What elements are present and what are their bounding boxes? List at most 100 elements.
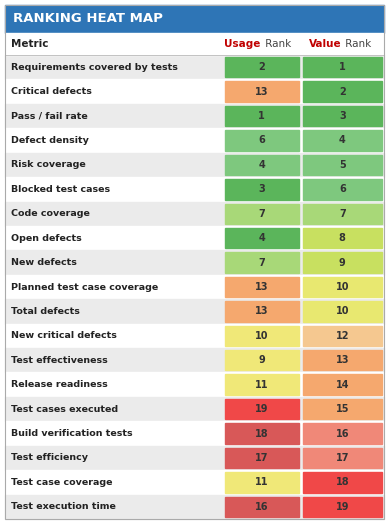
Text: Risk coverage: Risk coverage: [11, 160, 86, 169]
Bar: [225, 277, 299, 297]
Bar: [303, 155, 382, 175]
Text: 4: 4: [258, 160, 265, 170]
Bar: [303, 447, 382, 468]
Text: 14: 14: [336, 380, 349, 390]
Bar: [5, 446, 384, 470]
Text: Planned test case coverage: Planned test case coverage: [11, 282, 158, 291]
Bar: [225, 106, 299, 126]
Bar: [225, 57, 299, 78]
Text: 11: 11: [255, 477, 268, 487]
Text: 19: 19: [336, 502, 349, 512]
Text: 4: 4: [258, 233, 265, 243]
Text: 13: 13: [255, 307, 268, 316]
Bar: [225, 399, 299, 419]
Bar: [303, 325, 382, 346]
Bar: [225, 155, 299, 175]
Bar: [5, 177, 384, 202]
Bar: [303, 375, 382, 395]
Text: 9: 9: [339, 258, 346, 268]
Text: New critical defects: New critical defects: [11, 331, 117, 341]
Text: 6: 6: [258, 136, 265, 146]
Text: Metric: Metric: [11, 39, 49, 49]
Bar: [303, 253, 382, 273]
Text: 1: 1: [339, 62, 346, 72]
Text: 9: 9: [258, 355, 265, 365]
Bar: [303, 81, 382, 102]
Bar: [5, 5, 384, 33]
Bar: [303, 497, 382, 517]
Bar: [303, 472, 382, 493]
Text: 11: 11: [255, 380, 268, 390]
Text: 10: 10: [336, 282, 349, 292]
Bar: [225, 130, 299, 151]
Text: Test execution time: Test execution time: [11, 503, 116, 511]
Text: 3: 3: [258, 184, 265, 194]
Text: 12: 12: [336, 331, 349, 341]
Bar: [303, 130, 382, 151]
Bar: [5, 80, 384, 104]
Text: 7: 7: [339, 209, 346, 219]
Bar: [5, 421, 384, 446]
Bar: [303, 203, 382, 224]
Text: Build verification tests: Build verification tests: [11, 429, 133, 438]
Text: 4: 4: [339, 136, 346, 146]
Text: RANKING HEAT MAP: RANKING HEAT MAP: [13, 13, 163, 26]
Bar: [225, 375, 299, 395]
Text: Usage: Usage: [224, 39, 261, 49]
Text: 1: 1: [258, 111, 265, 121]
Text: 13: 13: [255, 86, 268, 96]
Text: 5: 5: [339, 160, 346, 170]
Bar: [5, 104, 384, 128]
Text: 10: 10: [255, 331, 268, 341]
Text: Critical defects: Critical defects: [11, 87, 92, 96]
Bar: [5, 397, 384, 421]
Bar: [225, 325, 299, 346]
Bar: [5, 299, 384, 324]
Bar: [5, 495, 384, 519]
Text: 6: 6: [339, 184, 346, 194]
Text: 3: 3: [339, 111, 346, 121]
Bar: [303, 277, 382, 297]
Bar: [5, 128, 384, 152]
Text: 2: 2: [258, 62, 265, 72]
Text: 16: 16: [336, 429, 349, 439]
Bar: [225, 423, 299, 444]
Bar: [5, 55, 384, 80]
Text: Test case coverage: Test case coverage: [11, 478, 112, 487]
Text: Value: Value: [309, 39, 341, 49]
Bar: [5, 152, 384, 177]
Text: Requirements covered by tests: Requirements covered by tests: [11, 63, 178, 72]
Bar: [303, 228, 382, 248]
Bar: [225, 472, 299, 493]
Text: Total defects: Total defects: [11, 307, 80, 316]
Bar: [303, 423, 382, 444]
Bar: [5, 373, 384, 397]
Text: 13: 13: [255, 282, 268, 292]
Bar: [5, 33, 384, 55]
Text: 17: 17: [255, 453, 268, 463]
Text: 16: 16: [255, 502, 268, 512]
Bar: [5, 275, 384, 299]
Text: 7: 7: [258, 209, 265, 219]
Bar: [5, 324, 384, 348]
Bar: [225, 228, 299, 248]
Text: 13: 13: [336, 355, 349, 365]
Bar: [225, 253, 299, 273]
Text: Test cases executed: Test cases executed: [11, 405, 118, 413]
Text: Blocked test cases: Blocked test cases: [11, 185, 110, 194]
Text: Test effectiveness: Test effectiveness: [11, 356, 108, 365]
Bar: [225, 447, 299, 468]
Text: 8: 8: [339, 233, 346, 243]
Text: 7: 7: [258, 258, 265, 268]
Bar: [5, 202, 384, 226]
Text: 10: 10: [336, 307, 349, 316]
Text: Defect density: Defect density: [11, 136, 89, 145]
Text: Open defects: Open defects: [11, 234, 82, 243]
Text: 18: 18: [335, 477, 349, 487]
Text: Pass / fail rate: Pass / fail rate: [11, 112, 88, 121]
Bar: [225, 203, 299, 224]
Text: Code coverage: Code coverage: [11, 209, 90, 218]
Bar: [5, 470, 384, 495]
Bar: [303, 57, 382, 78]
Text: Rank: Rank: [262, 39, 291, 49]
